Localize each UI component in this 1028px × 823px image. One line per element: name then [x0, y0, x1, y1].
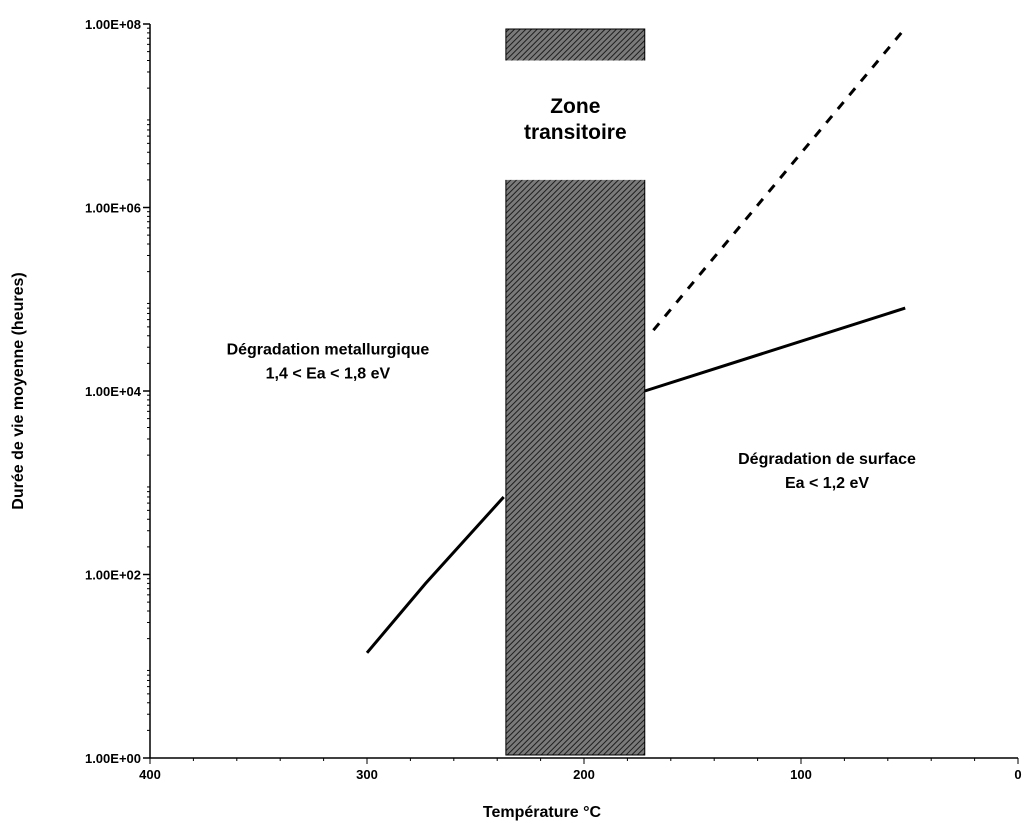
y-tick-label: 1.00E+08	[85, 17, 141, 32]
y-tick-label: 1.00E+00	[85, 751, 141, 766]
zone-label-line-2: transitoire	[524, 121, 627, 144]
series-layer	[365, 27, 907, 654]
x-tick-label: 300	[356, 767, 378, 782]
annotation-2-line-2: Ea < 1,2 eV	[785, 475, 869, 492]
series-line-1	[365, 495, 505, 654]
annotation-1-line-1: Dégradation metallurgique	[227, 341, 430, 358]
y-tick-label: 1.00E+02	[85, 568, 141, 583]
x-tick-label: 400	[139, 767, 161, 782]
x-axis-title: Température °C	[483, 804, 602, 821]
y-tick-label: 1.00E+06	[85, 201, 141, 216]
x-tick-label: 0	[1014, 767, 1021, 782]
zone-label-line-1: Zone	[550, 95, 600, 118]
axis-layer	[143, 23, 1019, 764]
label-layer: Zone transitoire 1.00E+00 1.00E+02 1.00E+04 1…	[10, 17, 1022, 821]
series-line-3-dashed	[652, 27, 907, 332]
x-tick-label: 200	[573, 767, 595, 782]
annotation-2-line-1: Dégradation de surface	[738, 451, 916, 468]
transition-zone-label-gap	[504, 60, 646, 180]
x-tick-label: 100	[790, 767, 812, 782]
band-layer	[504, 28, 646, 756]
series-line-2	[644, 306, 906, 393]
annotation-1-line-2: 1,4 < Ea < 1,8 eV	[266, 365, 391, 382]
y-axis-title: Durée de vie moyenne (heures)	[10, 272, 27, 509]
y-tick-label: 1.00E+04	[85, 384, 142, 399]
